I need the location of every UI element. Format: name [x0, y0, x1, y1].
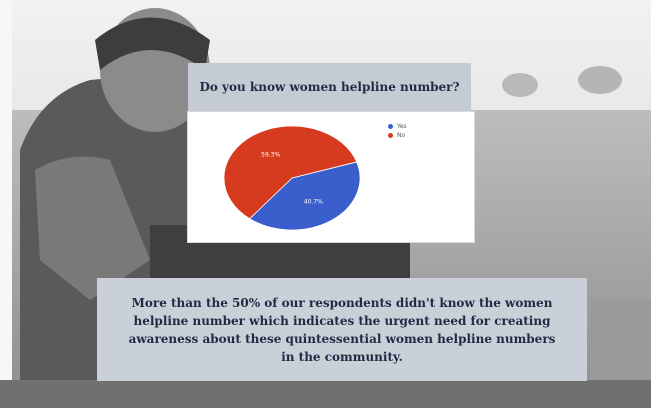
pie-slice-no — [223, 125, 358, 220]
pie-data-label-yes: 40.7% — [304, 199, 323, 206]
pie-slice-yes — [248, 161, 361, 231]
legend-swatch — [388, 133, 393, 138]
question-heading: Do you know women helpline number? — [188, 63, 471, 111]
chart-legend: Yes No — [388, 122, 407, 140]
pie-data-label-no: 59.3% — [261, 151, 280, 158]
legend-item-yes: Yes — [388, 122, 407, 131]
pie-chart-card: 40.7% 59.3% Yes No — [187, 111, 475, 243]
legend-label: No — [397, 132, 406, 139]
legend-label: Yes — [397, 123, 407, 130]
legend-item-no: No — [388, 131, 407, 140]
pie-chart: 40.7% 59.3% — [223, 125, 361, 231]
caption-text: More than the 50% of our respondents did… — [97, 278, 587, 381]
legend-swatch — [388, 124, 393, 129]
